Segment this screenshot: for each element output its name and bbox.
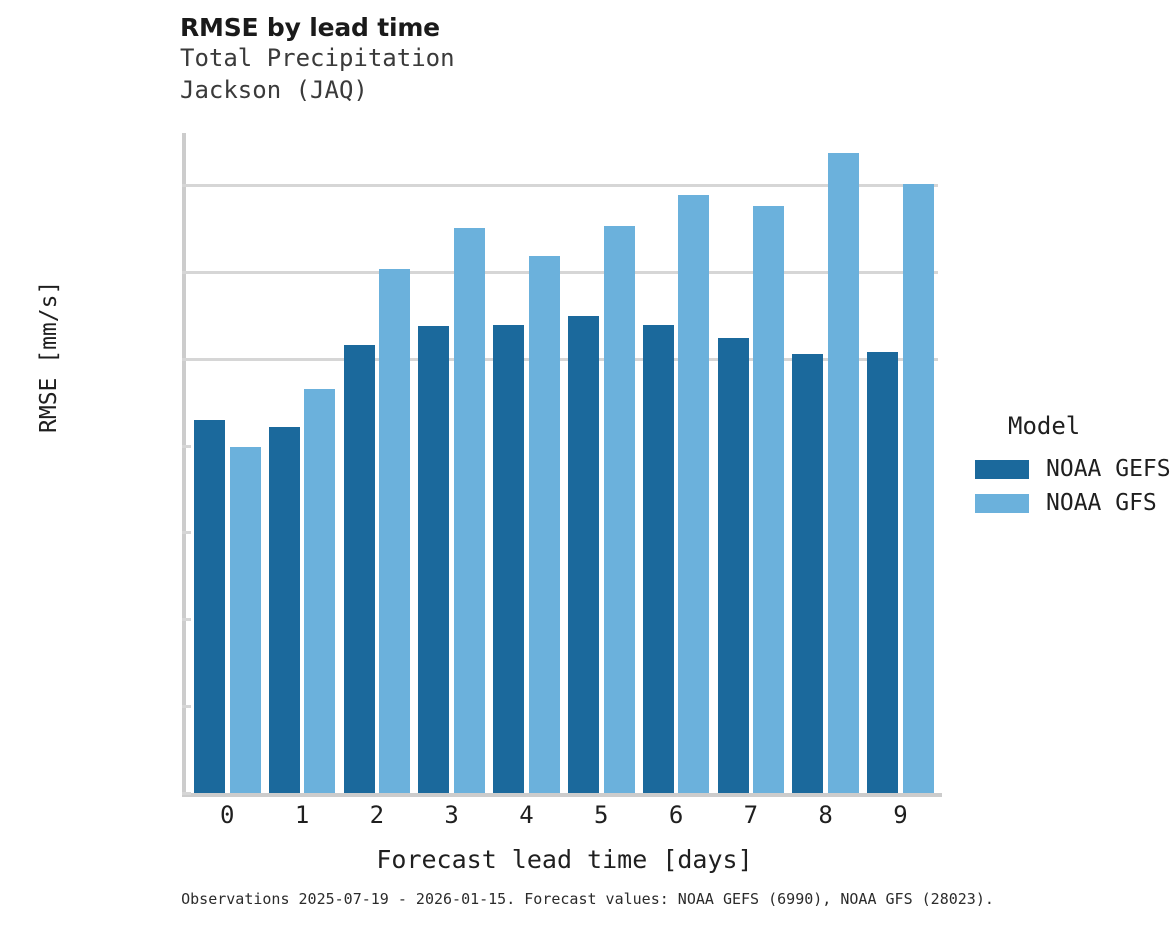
bar-noaa-gfs-day-4 [528,256,560,793]
chart-subtitle-location: Jackson (JAQ) [180,76,368,104]
bar-noaa-gfs-day-2 [379,269,411,793]
bar-noaa-gefs-day-9 [867,351,899,793]
bar-noaa-gefs-day-1 [268,426,300,793]
bar-noaa-gfs-day-0 [229,446,261,793]
y-tick-mark [182,705,191,709]
bar-noaa-gfs-day-7 [753,205,785,793]
x-tick-label: 0 [220,801,235,829]
y-tick-mark [182,618,191,622]
bar-noaa-gfs-day-6 [678,195,710,793]
page-title: RMSE by lead time [180,13,440,42]
x-tick-label: 1 [294,801,310,829]
bar-noaa-gfs-day-5 [603,226,635,793]
x-tick-label: 6 [668,801,684,829]
y-gridline [191,270,938,274]
x-axis-label: Forecast lead time [days] [376,845,753,874]
bar-noaa-gefs-day-6 [642,325,674,793]
x-tick-label: 7 [743,801,759,829]
bar-noaa-gefs-day-4 [493,324,525,793]
plot-area: RMSE [mm/s] Forecast lead time [days] 0.… [36,133,942,874]
legend-title: Model [1008,412,1081,440]
bar-noaa-gfs-day-1 [304,389,336,793]
x-tick-label: 9 [893,801,908,829]
legend-item-noaa-gefs[interactable]: NOAA GEFS [975,452,1171,486]
x-axis-spine [182,793,942,797]
y-axis-spine [182,133,186,794]
legend-item-noaa-gfs[interactable]: NOAA GFS [975,486,1171,520]
legend-label-noaa-gfs: NOAA GFS [1046,490,1157,516]
y-tick-mark [182,357,191,361]
chart-subtitle-variable: Total Precipitation [180,44,455,72]
y-tick-mark [182,531,191,535]
bar-noaa-gefs-day-2 [343,345,375,793]
bar-noaa-gefs-day-5 [568,316,599,793]
chart-title-block: RMSE by lead time Total Precipitation Ja… [180,14,455,106]
bar-noaa-gefs-day-3 [418,326,450,793]
footer-note: Observations 2025-07-19 - 2026-01-15. Fo… [181,890,994,908]
bar-noaa-gefs-day-8 [792,354,824,793]
legend-swatch-icon-noaa-gfs [975,493,1029,513]
x-tick-label: 4 [519,801,534,829]
bar-noaa-gfs-day-8 [827,152,859,793]
legend: Model NOAA GEFS NOAA GFS [975,412,1171,520]
y-gridline [191,184,938,188]
x-tick-label: 2 [369,801,385,829]
legend-label-noaa-gefs: NOAA GEFS [1046,456,1171,482]
y-gridline [191,357,938,361]
x-tick-label: 3 [444,801,459,829]
bar-noaa-gefs-day-0 [194,420,225,793]
x-tick-label: 5 [594,801,609,829]
legend-swatch-icon-noaa-gefs [975,459,1029,479]
bar-noaa-gefs-day-7 [717,338,749,793]
y-tick-mark [182,270,191,274]
x-tick-label: 8 [818,801,833,829]
y-tick-mark [182,184,191,188]
y-tick-mark [182,444,191,448]
bar-noaa-gfs-day-3 [453,228,485,793]
y-axis-label: RMSE [mm/s] [36,280,62,433]
y-tick-mark [182,792,191,795]
bar-noaa-gfs-day-9 [902,184,934,793]
